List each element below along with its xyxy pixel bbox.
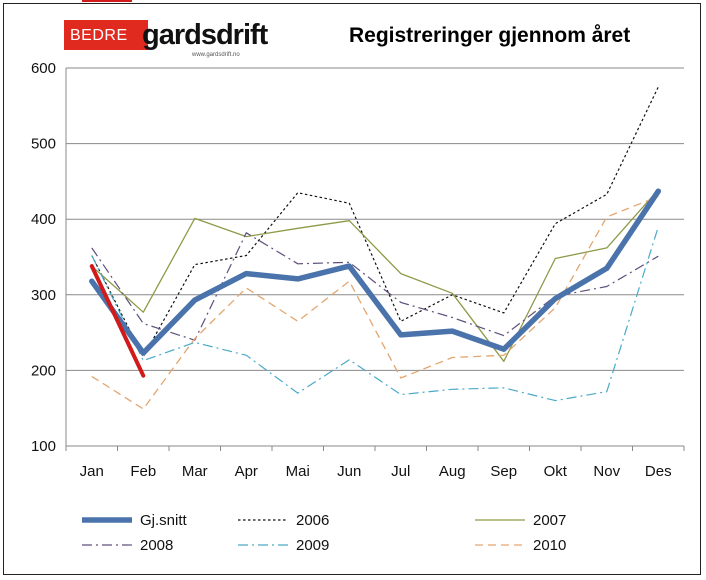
y-tick-label: 100 [31, 438, 56, 455]
logo-url: www.gardsdrift.no [192, 52, 240, 58]
series-line-gj-snitt [89, 188, 662, 356]
x-tick-label: Aug [439, 463, 466, 480]
x-tick-label: Feb [130, 463, 156, 480]
legend-label: 2007 [533, 512, 566, 529]
x-tick-label: Jun [337, 463, 361, 480]
x-tick-label: Jul [391, 463, 410, 480]
logo-prefix: BEDRE [70, 27, 128, 44]
axes: 100 200 300 400 500 600 Jan Feb Mar Apr Mai Jun Jul A… [31, 60, 685, 480]
x-tick-label: Jan [80, 463, 104, 480]
y-tick-label: 300 [31, 287, 56, 304]
gardsdrift-logo: BEDRE gardsdrift www.gardsdrift.no [64, 16, 270, 58]
series-lines [89, 86, 662, 410]
series-line-2007 [91, 189, 659, 362]
series-line-2009 [91, 226, 659, 402]
series-line-2006 [91, 86, 659, 358]
x-tick-label: Nov [593, 463, 620, 480]
y-tick-label: 400 [31, 211, 56, 228]
x-tick-label: Sep [490, 463, 517, 480]
legend-label: Gj.snitt [140, 512, 188, 529]
x-tick-label: Apr [235, 463, 258, 480]
x-tick-label: Okt [544, 463, 568, 480]
legend-label: 2011 [140, 0, 172, 4]
legend-label: 2006 [296, 512, 329, 529]
x-tick-label: Mai [286, 463, 310, 480]
logo-name: gardsdrift [142, 19, 268, 51]
logo-red-block [64, 20, 148, 50]
y-tick-label: 200 [31, 362, 56, 379]
y-tick-label: 600 [31, 60, 56, 77]
chart-title: Registreringer gjennom året [349, 24, 631, 47]
legend-label: 2009 [296, 537, 329, 554]
legend: Gj.snitt 2006 2007 2008 2009 2010 2011 [82, 0, 566, 554]
x-tick-label: Mar [182, 463, 208, 480]
gridlines [66, 67, 684, 371]
y-tick-label: 500 [31, 136, 56, 153]
legend-label: 2010 [533, 537, 566, 554]
x-tick-label: Des [645, 463, 672, 480]
series-line-2011 [89, 264, 146, 378]
legend-label: 2008 [140, 537, 173, 554]
